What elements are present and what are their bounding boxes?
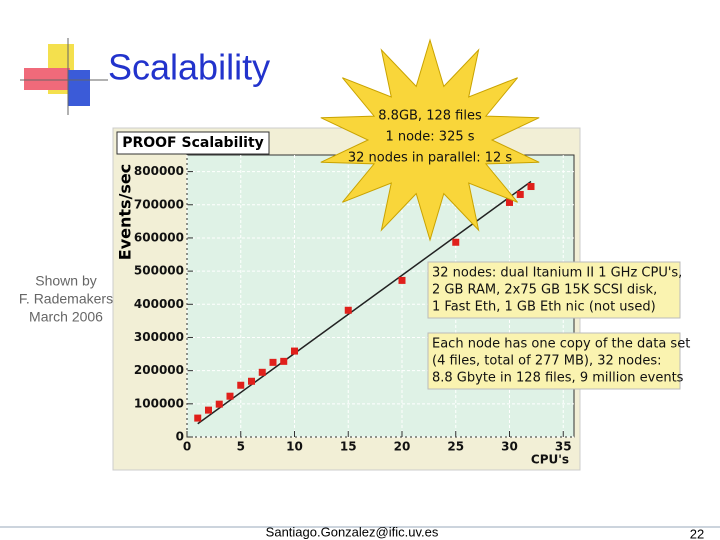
callout-text: 1 node: 325 s <box>385 130 474 145</box>
y-tick-label: 300000 <box>134 330 184 344</box>
info-box <box>427 261 681 319</box>
y-tick-label: 700000 <box>134 197 184 211</box>
data-point <box>258 368 266 376</box>
data-point <box>269 358 277 366</box>
info-text: 2 GB RAM, 2x75 GB 15K SCSI disk, <box>432 283 657 298</box>
data-point <box>527 183 535 191</box>
footer: Santiago.Gonzalez@ific.uv.es <box>266 524 439 539</box>
info-text: 32 nodes: dual Itanium II 1 GHz CPU's, <box>432 266 682 281</box>
callout-text: 32 nodes in parallel: 12 s <box>348 151 513 166</box>
y-tick-label: 200000 <box>134 363 184 377</box>
page-number: 22 <box>690 526 704 540</box>
y-tick-label: 400000 <box>134 297 184 311</box>
y-tick-label: 100000 <box>134 396 184 410</box>
y-axis-label: Events/sec <box>116 164 135 260</box>
data-point <box>226 392 234 400</box>
x-tick-label: 30 <box>501 440 518 454</box>
x-tick-label: 35 <box>555 440 572 454</box>
info-text: 8.8 Gbyte in 128 files, 9 million events <box>432 371 684 386</box>
info-text: 1 Fast Eth, 1 GB Eth nic (not used) <box>432 300 656 315</box>
data-point <box>344 306 352 314</box>
x-tick-label: 0 <box>183 440 191 454</box>
data-point <box>452 238 460 246</box>
data-point <box>205 406 212 414</box>
y-tick-label: 0 <box>176 430 184 444</box>
x-tick-label: 20 <box>394 440 411 454</box>
data-point <box>248 377 255 385</box>
deco <box>24 68 70 90</box>
slide-title: Scalability <box>108 47 270 88</box>
data-point <box>506 198 513 206</box>
deco <box>68 70 90 106</box>
info-text: Each node has one copy of the data set <box>432 337 690 352</box>
data-point <box>516 190 524 198</box>
data-point <box>291 347 298 355</box>
callout-burst <box>320 38 540 242</box>
callout-text: 8.8GB, 128 files <box>378 109 482 124</box>
data-point <box>280 357 288 365</box>
info-text: (4 files, total of 277 MB), 32 nodes: <box>432 354 662 369</box>
side-note: F. Rademakers <box>19 291 113 307</box>
x-tick-label: 5 <box>237 440 245 454</box>
x-tick-label: 15 <box>340 440 357 454</box>
x-tick-label: 25 <box>447 440 464 454</box>
data-point <box>237 381 245 389</box>
y-tick-label: 600000 <box>134 230 184 244</box>
data-point <box>215 400 223 408</box>
data-point <box>194 414 202 422</box>
x-axis-label: CPU's <box>531 453 569 467</box>
chart-title-box <box>116 131 270 155</box>
side-note: Shown by <box>35 273 96 289</box>
info-box <box>427 332 681 390</box>
chart-title: PROOF Scalability <box>122 135 264 151</box>
data-point <box>398 276 406 284</box>
y-tick-label: 800000 <box>134 164 184 178</box>
y-tick-label: 500000 <box>134 264 184 278</box>
x-tick-label: 10 <box>286 440 303 454</box>
side-note: March 2006 <box>29 309 103 325</box>
